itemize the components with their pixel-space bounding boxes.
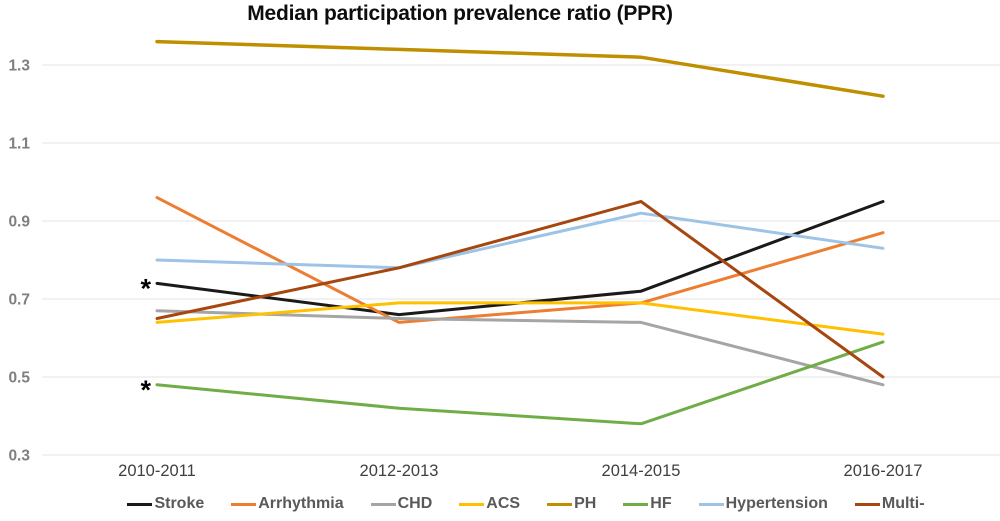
- series-line-hypertension: [155, 211, 885, 270]
- legend-label-hf: HF: [650, 495, 672, 512]
- x-tick-label: 2012-2013: [360, 462, 439, 480]
- legend-swatch-stroke: [127, 502, 153, 506]
- legend-item-multi: Multi-: [854, 495, 925, 513]
- x-tick-label: 2016-2017: [844, 462, 923, 480]
- annotation-asterisk-hf: *: [140, 375, 151, 405]
- legend-swatch-ph: [547, 502, 573, 506]
- legend-item-hypertension: Hypertension: [698, 495, 828, 513]
- y-tick-label: 0.9: [8, 214, 30, 231]
- legend-item-arrhythmia: Arrhythmia: [231, 495, 344, 513]
- chart-legend: Stroke Arrhythmia CHD ACS PH HF Hypertension Mu…: [26, 495, 1000, 513]
- x-tick-label: 2010-2011: [118, 462, 196, 480]
- legend-label-ph: PH: [574, 495, 597, 512]
- series-line-hf: [155, 340, 885, 426]
- x-tick-label: 2014-2015: [602, 462, 681, 480]
- y-tick-label: 1.1: [8, 136, 30, 153]
- legend-label-acs: ACS: [486, 495, 521, 512]
- legend-swatch-acs: [459, 502, 485, 506]
- legend-swatch-hypertension: [698, 502, 724, 506]
- annotation-asterisk-stroke: *: [140, 273, 151, 303]
- series-line-chd: [155, 309, 885, 387]
- y-tick-label: 0.7: [8, 292, 30, 309]
- legend-label-hypertension: Hypertension: [725, 495, 828, 512]
- legend-item-acs: ACS: [459, 495, 520, 513]
- legend-swatch-multi: [854, 502, 880, 506]
- legend-label-multi: Multi-: [881, 495, 925, 512]
- series-line-multi: [155, 200, 885, 379]
- y-tick-label: 0.5: [8, 370, 30, 387]
- legend-swatch-hf: [623, 502, 649, 506]
- legend-swatch-arrhythmia: [231, 502, 257, 506]
- legend-label-arrhythmia: Arrhythmia: [258, 495, 344, 512]
- legend-label-stroke: Stroke: [154, 495, 205, 512]
- legend-swatch-chd: [370, 502, 396, 506]
- y-tick-label: 1.3: [8, 58, 30, 75]
- legend-item-ph: PH: [547, 495, 596, 513]
- legend-item-stroke: Stroke: [127, 495, 204, 513]
- chart-title: Median participation prevalence ratio (P…: [247, 2, 673, 25]
- series-line-acs: [155, 301, 885, 336]
- legend-label-chd: CHD: [397, 495, 433, 512]
- legend-item-chd: CHD: [370, 495, 433, 513]
- series-line-arrhythmia: [155, 196, 885, 324]
- series-line-ph: [155, 39, 885, 98]
- legend-item-hf: HF: [623, 495, 672, 513]
- y-tick-label: 0.3: [8, 448, 30, 465]
